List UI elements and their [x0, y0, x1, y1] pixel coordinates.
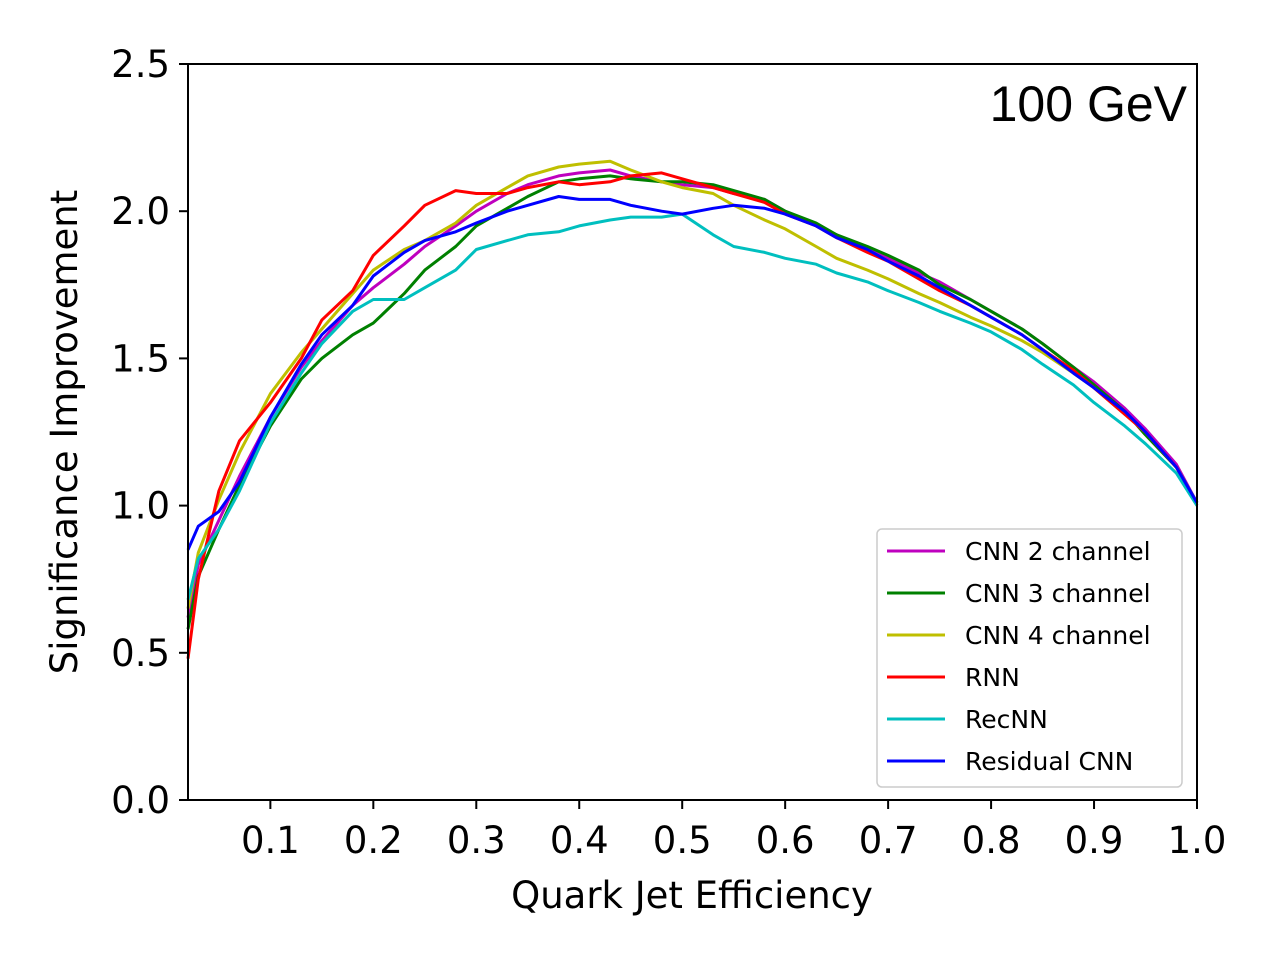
x-tick-label: 1.0	[1168, 819, 1227, 862]
series-line-cnn-3-channel	[186, 174, 1199, 630]
legend-box	[876, 528, 1183, 788]
y-tick-label: 0.5	[111, 632, 170, 675]
legend: CNN 2 channel CNN 3 channel CNN 4 channel R…	[876, 528, 1183, 788]
legend-label-rnn: RNN	[965, 663, 1020, 692]
x-tick-label: 0.3	[447, 819, 506, 862]
x-tick-label: 0.5	[653, 819, 712, 862]
x-tick-label: 0.2	[344, 819, 403, 862]
y-tick-label: 1.5	[111, 337, 170, 380]
y-tick-label: 1.0	[111, 485, 170, 528]
y-tick-label: 2.0	[111, 190, 170, 233]
legend-label-cnn-2-channel: CNN 2 channel	[965, 537, 1151, 566]
tick-layer: 0.1 0.2 0.3 0.4 0.5 0.6 0.7 0.8 0.9 1.0 0.0 0.5 1.0 1…	[111, 43, 1226, 862]
legend-label-cnn-3-channel: CNN 3 channel	[965, 579, 1151, 608]
legend-label-recnn: RecNN	[965, 705, 1048, 734]
x-tick-label: 0.8	[962, 819, 1021, 862]
x-tick-label: 0.6	[756, 819, 815, 862]
legend-label-residual-cnn: Residual CNN	[965, 747, 1133, 776]
series-line-residual-cnn	[186, 195, 1199, 551]
x-tick-label: 0.4	[550, 819, 609, 862]
series-line-cnn-4-channel	[186, 159, 1199, 609]
legend-label-cnn-4-channel: CNN 4 channel	[965, 621, 1151, 650]
x-tick-label: 0.7	[859, 819, 918, 862]
y-tick-label: 0.0	[111, 779, 170, 822]
x-tick-label: 0.1	[241, 819, 300, 862]
y-tick-label: 2.5	[111, 43, 170, 86]
plot-frame	[187, 63, 1198, 801]
energy-annotation: 100 GeV	[990, 76, 1188, 132]
x-axis-label: Quark Jet Efficiency	[511, 874, 873, 917]
series-layer	[186, 159, 1199, 659]
x-tick-label: 0.9	[1065, 819, 1124, 862]
y-axis-label: Significance Improvement	[43, 190, 86, 675]
